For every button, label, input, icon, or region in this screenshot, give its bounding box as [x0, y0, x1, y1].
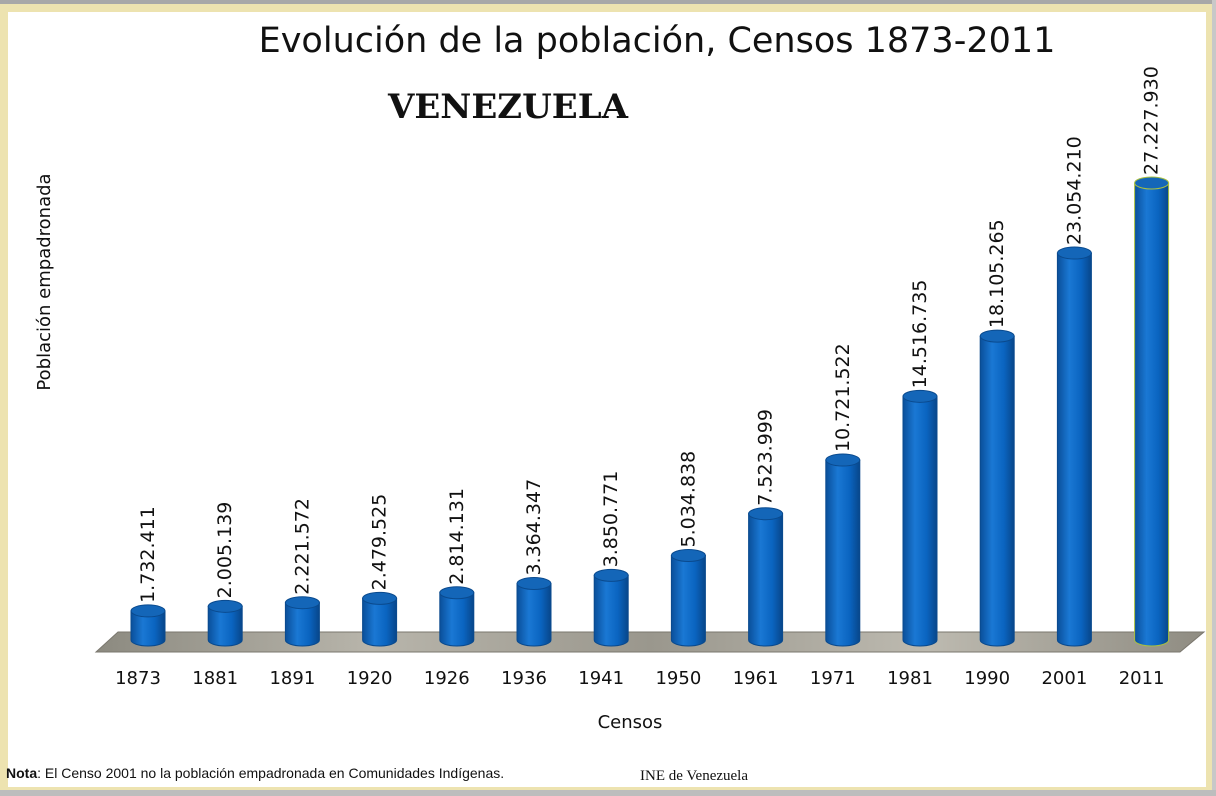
- x-tick-2001: 2001: [1041, 668, 1087, 689]
- data-label-1961: 7.523.999: [755, 409, 777, 506]
- x-tick-1950: 1950: [655, 668, 701, 689]
- bar-1926: [439, 592, 475, 647]
- data-label-1941: 3.850.771: [600, 471, 622, 568]
- bar-1891: [284, 602, 320, 647]
- chart-floor: [94, 631, 1206, 653]
- data-label-1981: 14.516.735: [909, 280, 931, 389]
- data-label-2011: 27.227.930: [1141, 66, 1163, 175]
- x-axis-label: Censos: [598, 712, 663, 733]
- bar-1981: [902, 395, 938, 647]
- chart-title: Evolución de la población, Censos 1873-2…: [259, 21, 1056, 61]
- source-credit: INE de Venezuela: [640, 768, 749, 784]
- bar-top-1961: [748, 507, 784, 521]
- bar-1920: [362, 597, 398, 647]
- bar-top-2011: [1134, 176, 1170, 190]
- bar-top-1891: [284, 596, 320, 610]
- x-tick-1971: 1971: [810, 668, 856, 689]
- x-tick-1881: 1881: [192, 668, 238, 689]
- x-tick-1941: 1941: [578, 668, 624, 689]
- data-label-1971: 10.721.522: [832, 343, 854, 452]
- top-border: [0, 0, 1216, 4]
- bottom-border: [0, 790, 1216, 796]
- x-tick-1961: 1961: [733, 668, 779, 689]
- bar-1941: [593, 574, 629, 647]
- x-tick-1926: 1926: [424, 668, 470, 689]
- bar-1971: [825, 459, 861, 647]
- y-axis-label: Población empadronada: [34, 173, 55, 390]
- bar-1881: [207, 605, 243, 647]
- data-label-1990: 18.105.265: [986, 219, 1008, 328]
- data-label-2001: 23.054.210: [1063, 136, 1085, 245]
- data-label-1881: 2.005.139: [214, 502, 236, 599]
- x-tick-1990: 1990: [964, 668, 1010, 689]
- right-border: [1212, 0, 1216, 796]
- bar-top-1941: [593, 568, 629, 582]
- bar-1936: [516, 583, 552, 647]
- bar-1950: [670, 554, 706, 647]
- bar-2001: [1056, 252, 1092, 647]
- x-tick-2011: 2011: [1119, 668, 1165, 689]
- bar-1990: [979, 335, 1015, 647]
- bar-top-1881: [207, 599, 243, 613]
- chart-subtitle: VENEZUELA: [387, 87, 629, 127]
- bar-top-1981: [902, 389, 938, 403]
- x-tick-1981: 1981: [887, 668, 933, 689]
- footnote: Nota: El Censo 2001 no la población empa…: [6, 765, 504, 781]
- bar-1961: [748, 513, 784, 647]
- bar-top-1920: [362, 591, 398, 605]
- data-label-1920: 2.479.525: [369, 494, 391, 591]
- bar-top-1950: [670, 548, 706, 562]
- bar-top-1971: [825, 453, 861, 467]
- data-label-1873: 1.732.411: [137, 506, 159, 603]
- x-tick-1920: 1920: [347, 668, 393, 689]
- data-label-1950: 5.034.838: [677, 451, 699, 548]
- data-label-1936: 3.364.347: [523, 479, 545, 576]
- bar-top-1990: [979, 329, 1015, 343]
- footnote-label: Nota: [6, 765, 38, 781]
- bar-1873: [130, 610, 166, 647]
- bar-top-2001: [1056, 246, 1092, 260]
- x-tick-1936: 1936: [501, 668, 547, 689]
- bar-top-1873: [130, 604, 166, 618]
- bar-top-1926: [439, 586, 475, 600]
- data-label-1891: 2.221.572: [291, 498, 313, 595]
- x-tick-1873: 1873: [115, 668, 161, 689]
- data-label-1926: 2.814.131: [446, 488, 468, 585]
- footnote-text: : El Censo 2001 no la población empadron…: [37, 765, 505, 781]
- bar-top-1936: [516, 577, 552, 591]
- x-tick-1891: 1891: [269, 668, 315, 689]
- bar-2011: [1134, 182, 1170, 647]
